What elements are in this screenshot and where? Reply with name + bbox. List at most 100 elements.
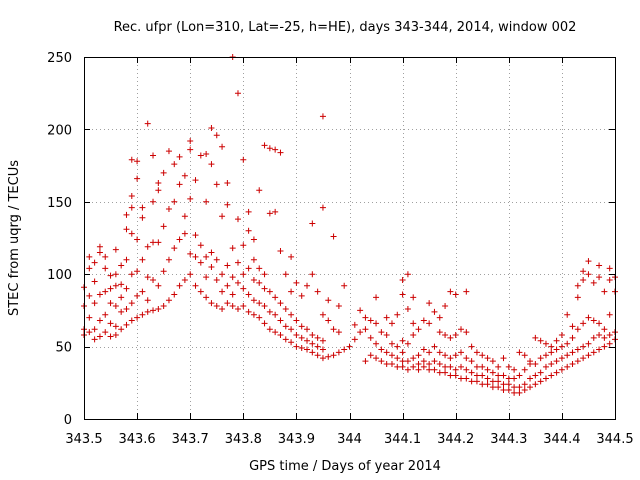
data-point [325, 317, 332, 324]
data-point [128, 156, 135, 163]
data-point [394, 343, 401, 350]
data-point [585, 314, 592, 321]
data-point [388, 340, 395, 347]
data-point [160, 169, 167, 176]
data-point [458, 349, 465, 356]
data-point [468, 369, 475, 376]
data-point [553, 369, 560, 376]
data-point [590, 334, 597, 341]
data-point [229, 245, 236, 252]
data-point [511, 389, 518, 396]
data-point [415, 352, 422, 359]
data-point [118, 281, 125, 288]
data-point [574, 294, 581, 301]
data-point [139, 204, 146, 211]
data-point [144, 274, 151, 281]
data-point [378, 346, 385, 353]
data-point [574, 326, 581, 333]
data-point [219, 213, 226, 220]
data-point [165, 206, 172, 213]
data-point [553, 358, 560, 365]
data-point [208, 161, 215, 168]
data-point [112, 303, 119, 310]
data-point [197, 288, 204, 295]
chart-title: Rec. ufpr (Lon=310, Lat=-25, h=HE), days… [114, 20, 577, 35]
data-point [489, 369, 496, 376]
data-point [373, 355, 380, 362]
data-point [399, 363, 406, 370]
data-point [468, 378, 475, 385]
data-point [288, 339, 295, 346]
data-point [505, 387, 512, 394]
data-point [431, 308, 438, 315]
data-point [261, 320, 268, 327]
data-point [150, 152, 157, 159]
data-point [606, 340, 613, 347]
data-point [426, 320, 433, 327]
data-point [128, 317, 135, 324]
data-point [505, 375, 512, 382]
data-point [463, 288, 470, 295]
data-point [208, 300, 215, 307]
data-point [537, 337, 544, 344]
data-point [590, 349, 597, 356]
data-point [203, 198, 210, 205]
data-point [187, 271, 194, 278]
data-point [420, 317, 427, 324]
data-point [383, 314, 390, 321]
data-point [155, 179, 162, 186]
data-point [224, 300, 231, 307]
data-point [272, 311, 279, 318]
data-point [558, 343, 565, 350]
data-point [330, 352, 337, 359]
data-point [383, 332, 390, 339]
data-point [240, 303, 247, 310]
data-point [580, 268, 587, 275]
data-point [240, 285, 247, 292]
data-point [86, 329, 93, 336]
data-point [213, 132, 220, 139]
data-point [606, 332, 613, 339]
data-point [256, 300, 263, 307]
data-point [123, 211, 130, 218]
data-point [420, 363, 427, 370]
data-point [500, 387, 507, 394]
data-point [388, 320, 395, 327]
data-point [304, 346, 311, 353]
data-point [606, 311, 613, 318]
data-point [277, 248, 284, 255]
data-point [102, 253, 109, 260]
data-point [335, 303, 342, 310]
data-point [319, 355, 326, 362]
x-tick-label: 343.9 [278, 432, 315, 447]
data-point [266, 308, 273, 315]
data-point [176, 282, 183, 289]
data-point [564, 352, 571, 359]
data-point [203, 253, 210, 260]
data-point [357, 329, 364, 336]
data-point [102, 329, 109, 336]
data-point [426, 360, 433, 367]
data-point [569, 349, 576, 356]
data-point [527, 358, 534, 365]
data-point [102, 265, 109, 272]
data-point [107, 333, 114, 340]
data-point [500, 372, 507, 379]
data-point [590, 317, 597, 324]
data-point [580, 355, 587, 362]
data-point [373, 340, 380, 347]
data-point [367, 317, 374, 324]
data-point [123, 285, 130, 292]
data-point [484, 375, 491, 382]
data-point [452, 352, 459, 359]
data-point [86, 292, 93, 299]
x-tick-label: 344.2 [437, 432, 474, 447]
data-point [139, 311, 146, 318]
data-point [436, 314, 443, 321]
data-point [304, 326, 311, 333]
data-point [330, 233, 337, 240]
data-point [558, 366, 565, 373]
data-point [569, 334, 576, 341]
data-point [181, 276, 188, 283]
data-point [548, 372, 555, 379]
